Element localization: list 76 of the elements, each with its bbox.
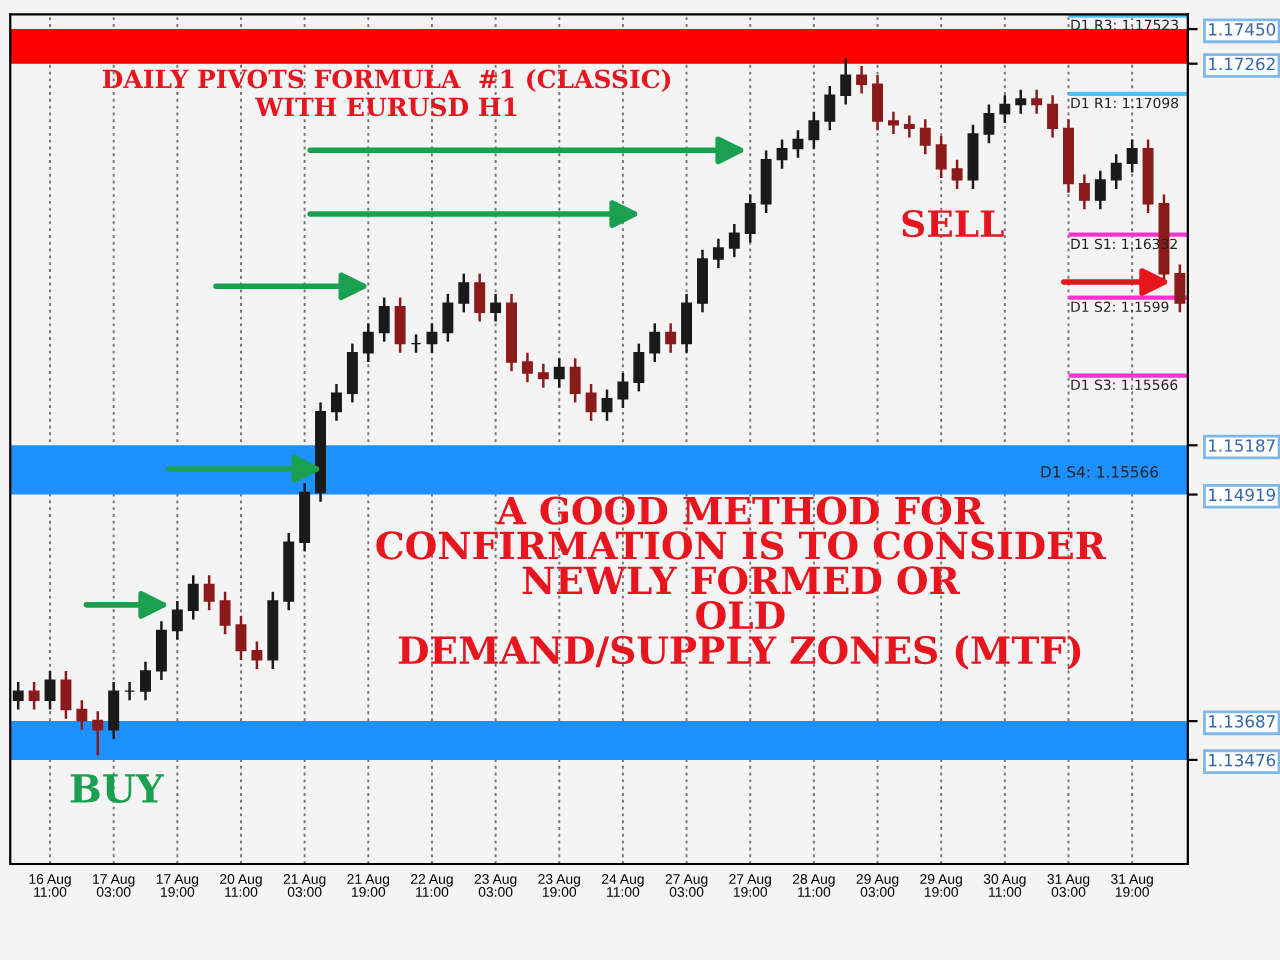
candlestick [12,680,24,711]
candlestick [410,333,422,355]
candlestick [1078,173,1090,211]
candlestick [808,110,820,150]
candlestick [378,296,390,343]
candlestick [1094,169,1106,211]
candlestick [760,149,772,215]
candlestick [521,351,533,384]
candlestick [665,322,677,355]
candlestick [792,129,804,160]
candlestick [28,680,40,711]
candlestick [442,292,454,343]
annotation: SELL [902,209,1004,238]
candlestick [887,110,899,136]
annotation: BUY [70,774,164,804]
candlestick [935,134,947,180]
candlestick [728,222,740,259]
candlestick [919,117,931,156]
candlestick [569,357,581,404]
candlestick [872,73,883,132]
candlestick [44,669,56,711]
candlestick [1047,94,1059,139]
candlestick [1110,152,1122,191]
candlestick [553,357,565,389]
candlestick [951,158,963,191]
candlestick [537,362,549,389]
y-tick-label: 1.13476 [1209,753,1276,767]
candlestick [999,94,1011,125]
candlestick [251,640,263,671]
candlestick [140,660,151,702]
candlestick [490,292,502,323]
candlestick [903,114,915,139]
candlestick [585,382,597,423]
candlestick [155,620,167,682]
candlestick [967,123,979,191]
candlestick [92,710,104,757]
y-tick-label: 1.17262 [1209,57,1275,71]
candlestick [681,292,693,355]
text: DAILY PIVOTS FORMULA #1 (CLASSIC) WITH EURUSD H1 [102,69,671,117]
candlestick [219,590,231,636]
annotation: A GOOD METHOD FOR CONFIRMATION IS TO CONSIDER NEWLY FORMED OR OLD DEMAND/SUPPLY ZONES (MTF) [376,496,1107,670]
candlestick [776,138,788,171]
candlestick [171,599,183,641]
candlestick [474,272,486,323]
y-tick-label: 1.15187 [1209,439,1275,452]
candlestick [633,342,645,393]
candlestick [1126,138,1138,174]
candlestick [983,103,995,145]
candlestick [124,680,136,702]
candlestick [840,57,852,106]
candlestick [108,680,120,741]
candlestick [76,699,88,732]
candlestick [856,64,868,95]
candlestick [187,574,199,621]
candlestick [458,272,470,314]
y-tick-label: 1.14919 [1209,488,1276,502]
candlestick [394,296,406,355]
candlestick [824,84,836,132]
candlestick [346,342,358,404]
candlestick [712,237,724,270]
candlestick [1015,88,1027,115]
candlestick [60,669,72,720]
candlestick [330,382,342,423]
candlestick [235,614,247,662]
candlestick [362,322,374,364]
candlestick [744,193,756,244]
candlestick [697,248,708,314]
candlestick [426,322,438,355]
y-tick-label: 1.13687 [1209,715,1275,728]
candlestick [1174,263,1186,314]
candlestick [617,371,629,410]
candlestick [601,388,613,423]
y-tick-label: 1.17450 [1209,23,1276,36]
candlestick [1031,88,1043,115]
candlestick [203,574,215,612]
candlestick [649,322,661,364]
